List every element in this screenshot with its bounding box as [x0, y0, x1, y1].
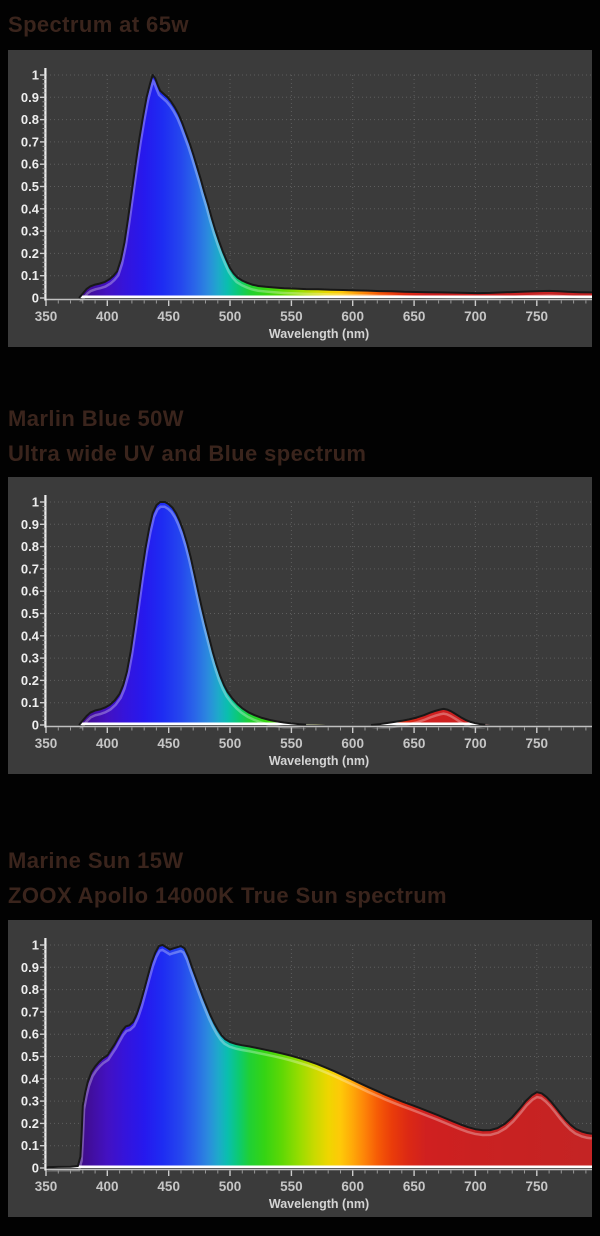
chart-title-line: ZOOX Apollo 14000K True Sun spectrum — [8, 883, 448, 908]
y-axis: 0 0.1 0.2 0.3 0.4 0.5 0.6 0.7 0.8 0.9 1 — [21, 68, 47, 306]
spectrum-chart-svg: 350 400 450 500 550 600 650 700 750 0 0.1 0.2 0.3 0.4… — [21, 68, 592, 341]
gridlines — [46, 74, 592, 298]
svg-text:450: 450 — [157, 309, 180, 324]
svg-text:0.3: 0.3 — [21, 651, 39, 666]
svg-text:0.7: 0.7 — [21, 134, 39, 149]
svg-text:400: 400 — [96, 309, 119, 324]
chart-title-marine-sun-15w: Marine Sun 15W ZOOX Apollo 14000K True S… — [8, 843, 447, 913]
svg-text:700: 700 — [464, 736, 487, 751]
svg-text:500: 500 — [219, 309, 242, 324]
x-axis-title: Wavelength (nm) — [269, 1197, 369, 1211]
x-axis-title: Wavelength (nm) — [269, 327, 369, 341]
svg-text:0.6: 0.6 — [21, 584, 39, 599]
chart-panel-marine-sun-15w: 350 400 450 500 550 600 650 700 750 0 0.1 0.2 0.3 0.4… — [8, 920, 592, 1217]
svg-text:1: 1 — [32, 938, 39, 953]
gridlines — [46, 501, 592, 725]
spectrum-chart-svg: 350 400 450 500 550 600 650 700 750 0 0.1 0.2 0.3 0.4… — [21, 495, 592, 768]
svg-text:0.3: 0.3 — [21, 1094, 39, 1109]
svg-text:350: 350 — [35, 309, 58, 324]
svg-text:0.1: 0.1 — [21, 695, 39, 710]
curve-highlight — [46, 948, 592, 1172]
curve-outline — [78, 501, 486, 726]
svg-text:500: 500 — [219, 1179, 242, 1194]
svg-text:0.7: 0.7 — [21, 1004, 39, 1019]
chart-title-line: Spectrum at 65w — [8, 12, 189, 37]
svg-text:650: 650 — [403, 1179, 426, 1194]
x-axis: 350 400 450 500 550 600 650 700 750 — [35, 298, 592, 324]
svg-text:1: 1 — [32, 495, 39, 510]
spectrum-area-fill — [79, 502, 592, 725]
chart-title-line: Marlin Blue 50W — [8, 406, 184, 431]
svg-text:400: 400 — [96, 1179, 119, 1194]
svg-text:550: 550 — [280, 736, 303, 751]
spectrum-area-fill — [79, 75, 592, 298]
svg-text:750: 750 — [526, 309, 549, 324]
svg-text:0: 0 — [32, 1161, 39, 1176]
svg-text:600: 600 — [341, 1179, 364, 1194]
svg-text:0.2: 0.2 — [21, 1116, 39, 1131]
svg-text:1: 1 — [32, 68, 39, 83]
curve-outline — [45, 944, 592, 1169]
svg-text:0.6: 0.6 — [21, 157, 39, 172]
svg-text:450: 450 — [157, 1179, 180, 1194]
chart-title-line: Ultra wide UV and Blue spectrum — [8, 441, 367, 466]
svg-text:350: 350 — [35, 736, 58, 751]
svg-text:0.8: 0.8 — [21, 539, 39, 554]
svg-text:700: 700 — [464, 309, 487, 324]
spectrum-chart-svg: 350 400 450 500 550 600 650 700 750 0 0.1 0.2 0.3 0.4… — [21, 938, 592, 1211]
curve-outline — [78, 74, 592, 299]
svg-text:0.8: 0.8 — [21, 982, 39, 997]
svg-text:600: 600 — [341, 736, 364, 751]
svg-text:700: 700 — [464, 1179, 487, 1194]
chart-title-marlin-blue-50w: Marlin Blue 50W Ultra wide UV and Blue s… — [8, 401, 366, 471]
svg-text:0: 0 — [32, 718, 39, 733]
svg-text:0.5: 0.5 — [21, 1049, 39, 1064]
svg-text:0.5: 0.5 — [21, 179, 39, 194]
svg-text:0.9: 0.9 — [21, 90, 39, 105]
chart-panel-marlin-blue-50w: 350 400 450 500 550 600 650 700 750 0 0.1 0.2 0.3 0.4… — [8, 477, 592, 774]
chart-title-line: Marine Sun 15W — [8, 848, 184, 873]
svg-text:550: 550 — [280, 309, 303, 324]
chart-panel-spectrum-65w: 350 400 450 500 550 600 650 700 750 0 0.1 0.2 0.3 0.4… — [8, 50, 592, 347]
svg-text:400: 400 — [96, 736, 119, 751]
svg-text:0.9: 0.9 — [21, 960, 39, 975]
svg-text:0.2: 0.2 — [21, 246, 39, 261]
svg-text:600: 600 — [341, 309, 364, 324]
svg-text:0.4: 0.4 — [21, 1071, 40, 1086]
svg-text:750: 750 — [526, 1179, 549, 1194]
spectrum-area-fill — [46, 945, 592, 1168]
y-axis: 0 0.1 0.2 0.3 0.4 0.5 0.6 0.7 0.8 0.9 1 — [21, 495, 47, 733]
svg-text:0.2: 0.2 — [21, 673, 39, 688]
svg-text:500: 500 — [219, 736, 242, 751]
svg-text:650: 650 — [403, 309, 426, 324]
chart-title-spectrum-65w: Spectrum at 65w — [8, 7, 189, 42]
svg-text:0.9: 0.9 — [21, 517, 39, 532]
svg-text:0.6: 0.6 — [21, 1027, 39, 1042]
x-axis-title: Wavelength (nm) — [269, 754, 369, 768]
svg-text:0.1: 0.1 — [21, 1138, 39, 1153]
svg-text:0.8: 0.8 — [21, 112, 39, 127]
svg-text:0: 0 — [32, 291, 39, 306]
svg-text:0.3: 0.3 — [21, 224, 39, 239]
svg-text:0.1: 0.1 — [21, 268, 39, 283]
svg-text:550: 550 — [280, 1179, 303, 1194]
y-axis: 0 0.1 0.2 0.3 0.4 0.5 0.6 0.7 0.8 0.9 1 — [21, 938, 47, 1176]
svg-text:0.7: 0.7 — [21, 561, 39, 576]
svg-text:750: 750 — [526, 736, 549, 751]
svg-text:0.5: 0.5 — [21, 606, 39, 621]
svg-text:350: 350 — [35, 1179, 58, 1194]
x-axis: 350 400 450 500 550 600 650 700 750 — [35, 725, 592, 751]
svg-text:450: 450 — [157, 736, 180, 751]
x-axis: 350 400 450 500 550 600 650 700 750 — [35, 1168, 592, 1194]
svg-text:0.4: 0.4 — [21, 201, 40, 216]
svg-text:650: 650 — [403, 736, 426, 751]
svg-text:0.4: 0.4 — [21, 628, 40, 643]
